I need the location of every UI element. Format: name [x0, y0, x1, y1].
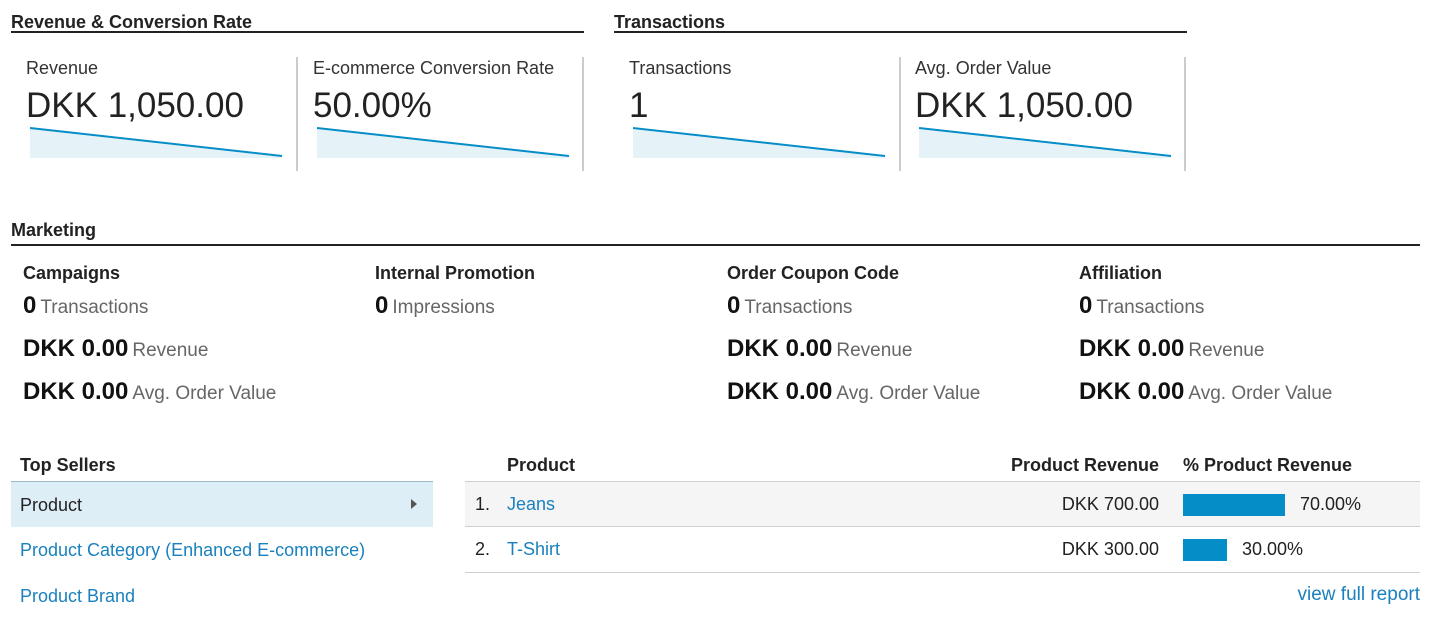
kpi-revenue[interactable]: Revenue DKK 1,050.00 — [26, 58, 288, 171]
kpi-divider — [582, 57, 584, 171]
revenue-share-percent: 30.00% — [1242, 539, 1304, 559]
column-header-percent-product-revenue[interactable]: % Product Revenue — [1183, 455, 1353, 475]
top-sellers-item-product[interactable]: Product — [11, 481, 433, 527]
sparkline-line — [633, 127, 886, 157]
top-sellers-item-product-brand[interactable]: Product Brand — [20, 586, 136, 606]
sparkline — [30, 127, 283, 158]
sparkline-line — [317, 127, 570, 157]
marketing-order-coupon-code: Order Coupon Code 0 Transactions DKK 0.00… — [727, 262, 1057, 405]
metric-value: 0 — [727, 292, 741, 319]
marketing-metric: 0 Transactions — [727, 292, 852, 320]
marketing-metric: DKK 0.00 Revenue — [1079, 335, 1264, 363]
sparkline-line — [919, 127, 1172, 157]
marketing-metric: DKK 0.00 Avg. Order Value — [1079, 378, 1332, 406]
metric-label: Revenue — [836, 340, 913, 361]
sparkline — [919, 127, 1172, 158]
revenue-section-title: Revenue & Conversion Rate — [11, 12, 253, 32]
kpi-avg-order-value[interactable]: Avg. Order Value DKK 1,050.00 — [915, 58, 1177, 171]
kpi-divider — [1184, 57, 1186, 171]
marketing-metric: DKK 0.00 Avg. Order Value — [23, 378, 276, 406]
kpi-label: Revenue — [26, 58, 99, 78]
marketing-metric: DKK 0.00 Avg. Order Value — [727, 378, 980, 406]
metric-label: Avg. Order Value — [836, 383, 981, 404]
marketing-order-coupon-code-title: Order Coupon Code — [727, 263, 899, 283]
metric-value: DKK 0.00 — [727, 335, 833, 362]
table-row: 2. T-Shirt DKK 300.00 30.00% — [465, 527, 1420, 573]
kpi-transactions[interactable]: Transactions 1 — [629, 58, 891, 171]
marketing-campaigns-title: Campaigns — [23, 263, 121, 283]
marketing-metric: 0 Impressions — [375, 292, 495, 320]
metric-label: Revenue — [1188, 340, 1265, 361]
kpi-value: DKK 1,050.00 — [26, 86, 244, 125]
marketing-internal-promotion: Internal Promotion 0 Impressions — [375, 262, 705, 319]
metric-label: Impressions — [392, 297, 495, 318]
marketing-metric: DKK 0.00 Revenue — [727, 335, 912, 363]
kpi-divider — [296, 57, 298, 171]
kpi-value: 50.00% — [313, 86, 432, 125]
column-header-product-revenue[interactable]: Product Revenue — [1010, 455, 1159, 475]
metric-label: Avg. Order Value — [1188, 383, 1333, 404]
column-header-product: Product — [507, 455, 576, 475]
metric-value: DKK 0.00 — [23, 378, 129, 405]
metric-value: 0 — [375, 292, 389, 319]
marketing-metric: 0 Transactions — [1079, 292, 1204, 320]
revenue-share-percent: 70.00% — [1300, 494, 1362, 514]
metric-label: Revenue — [132, 340, 209, 361]
kpi-value: 1 — [629, 86, 649, 125]
row-index: 1. — [475, 494, 491, 514]
row-index: 2. — [475, 539, 491, 559]
marketing-metric: 0 Transactions — [23, 292, 148, 320]
metric-value: DKK 0.00 — [1079, 335, 1185, 362]
marketing-affiliation: Affiliation 0 Transactions DKK 0.00 Revenu… — [1079, 262, 1409, 405]
product-link[interactable]: T-Shirt — [507, 539, 561, 559]
metric-label: Transactions — [744, 297, 853, 318]
marketing-internal-promotion-title: Internal Promotion — [375, 263, 536, 283]
transactions-section-title: Transactions — [614, 12, 726, 32]
kpi-conversion-rate[interactable]: E-commerce Conversion Rate 50.00% — [313, 58, 575, 171]
metric-value: DKK 0.00 — [23, 335, 129, 362]
revenue-share-bar — [1183, 539, 1227, 561]
top-sellers-item-product-category[interactable]: Product Category (Enhanced E-commerce) — [20, 540, 366, 560]
metric-value: 0 — [23, 292, 37, 319]
top-sellers-item-label: Product — [20, 495, 83, 515]
marketing-metric: DKK 0.00 Revenue — [23, 335, 208, 363]
metric-label: Avg. Order Value — [132, 383, 277, 404]
kpi-label: Transactions — [629, 58, 732, 78]
marketing-section-title: Marketing — [11, 220, 97, 240]
product-link[interactable]: Jeans — [507, 494, 556, 514]
revenue-section-rule — [11, 31, 584, 33]
marketing-affiliation-title: Affiliation — [1079, 263, 1162, 283]
metric-label: Transactions — [1096, 297, 1205, 318]
top-sellers-title: Top Sellers — [20, 455, 116, 475]
sparkline-line — [30, 127, 283, 157]
product-revenue: DKK 300.00 — [1061, 539, 1159, 559]
transactions-section-rule — [614, 31, 1187, 33]
product-revenue: DKK 700.00 — [1061, 494, 1159, 514]
marketing-campaigns: Campaigns 0 Transactions DKK 0.00 Revenue … — [23, 262, 353, 405]
metric-label: Transactions — [40, 297, 149, 318]
metric-value: 0 — [1079, 292, 1093, 319]
kpi-value: DKK 1,050.00 — [915, 86, 1133, 125]
table-row: 1. Jeans DKK 700.00 70.00% — [465, 481, 1420, 527]
metric-value: DKK 0.00 — [727, 378, 833, 405]
kpi-label: E-commerce Conversion Rate — [313, 58, 555, 78]
kpi-label: Avg. Order Value — [915, 58, 1052, 78]
revenue-share-bar — [1183, 494, 1285, 516]
sparkline — [633, 127, 886, 158]
marketing-section-rule — [11, 244, 1420, 246]
sparkline — [317, 127, 570, 158]
kpi-divider — [899, 57, 901, 171]
metric-value: DKK 0.00 — [1079, 378, 1185, 405]
caret-right-icon — [411, 499, 417, 509]
view-full-report-link[interactable]: view full report — [1297, 584, 1421, 605]
